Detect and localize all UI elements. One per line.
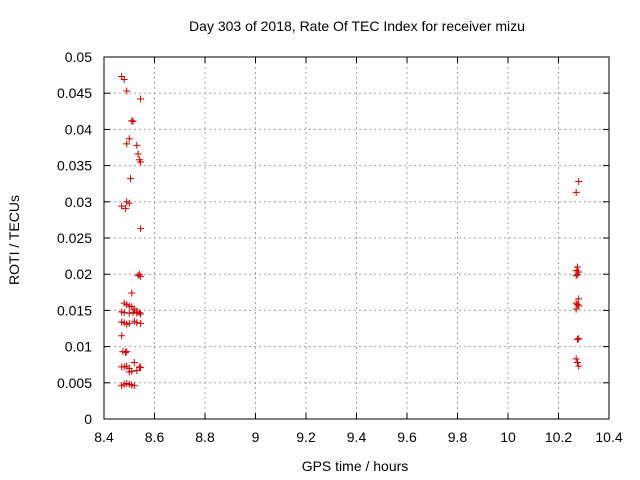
axis-ticks [103, 56, 610, 420]
x-tick-label: 10.4 [595, 429, 622, 445]
x-tick-label: 9.6 [397, 429, 417, 445]
data-point [137, 225, 145, 233]
x-tick-label: 9.4 [347, 429, 367, 445]
y-tick-label: 0.03 [65, 194, 92, 210]
y-tick-label: 0 [84, 411, 92, 427]
data-point [135, 309, 143, 317]
data-point [123, 140, 131, 148]
data-point [134, 150, 142, 158]
data-point [572, 305, 580, 313]
data-point [573, 335, 581, 343]
data-point [125, 135, 133, 143]
x-tick-label: 8.8 [195, 429, 215, 445]
x-tick-labels: 8.4 8.6 8.8 9 9.2 9.4 9.6 9.8 10 10.2 10.4 [94, 429, 623, 445]
data-point [572, 355, 580, 363]
x-tick-label: 10.2 [545, 429, 572, 445]
y-tick-label: 0.005 [57, 375, 92, 391]
y-tick-label: 0.05 [65, 49, 92, 65]
x-tick-label: 9 [252, 429, 260, 445]
data-point [575, 295, 583, 303]
chart-title: Day 303 of 2018, Rate Of TEC Index for r… [189, 18, 525, 34]
data-point [137, 272, 145, 280]
data-point [118, 202, 126, 210]
x-tick-label: 8.4 [94, 429, 114, 445]
data-point [125, 199, 133, 207]
data-point [133, 319, 141, 327]
y-tick-label: 0.02 [65, 266, 92, 282]
data-point [129, 309, 137, 317]
y-tick-label: 0.045 [57, 85, 92, 101]
data-point [129, 117, 137, 125]
y-tick-label: 0.04 [65, 121, 92, 137]
grid-lines [104, 57, 609, 419]
data-point [573, 301, 581, 309]
data-point [573, 359, 581, 367]
y-tick-label: 0.025 [57, 230, 92, 246]
data-point [125, 309, 133, 317]
data-point [121, 204, 129, 212]
y-tick-label: 0.01 [65, 339, 92, 355]
data-point [137, 95, 145, 103]
x-tick-label: 8.6 [145, 429, 165, 445]
y-tick-label: 0.035 [57, 158, 92, 174]
data-point [575, 178, 583, 186]
data-point [133, 366, 141, 374]
x-axis-label: GPS time / hours [302, 458, 409, 474]
data-point [120, 309, 128, 317]
y-tick-label: 0.015 [57, 302, 92, 318]
x-tick-label: 9.2 [296, 429, 316, 445]
y-axis-label: ROTI / TECUs [6, 195, 22, 285]
data-point [130, 359, 138, 367]
x-tick-label: 10 [500, 429, 516, 445]
data-point [575, 362, 583, 370]
data-point [575, 335, 583, 343]
data-point [137, 319, 145, 327]
data-point [128, 117, 136, 125]
data-point [128, 367, 136, 375]
data-point [123, 87, 131, 95]
data-point [128, 289, 136, 297]
data-point [137, 364, 145, 372]
data-point [127, 175, 135, 183]
data-point [121, 348, 129, 356]
data-points [118, 73, 583, 390]
data-point [133, 141, 141, 149]
data-point [125, 319, 133, 327]
data-point [135, 363, 143, 371]
data-point [572, 272, 580, 280]
data-point [120, 75, 128, 83]
data-point [573, 270, 581, 278]
data-point [123, 348, 131, 356]
data-point [118, 332, 126, 340]
data-point [137, 158, 145, 166]
data-point [130, 382, 138, 390]
data-point [137, 310, 145, 318]
x-tick-label: 9.8 [448, 429, 468, 445]
y-tick-labels: 0 0.005 0.01 0.015 0.02 0.025 0.03 0.035 0.04 0.0… [57, 49, 92, 427]
data-point [573, 263, 581, 271]
data-point [572, 188, 580, 196]
